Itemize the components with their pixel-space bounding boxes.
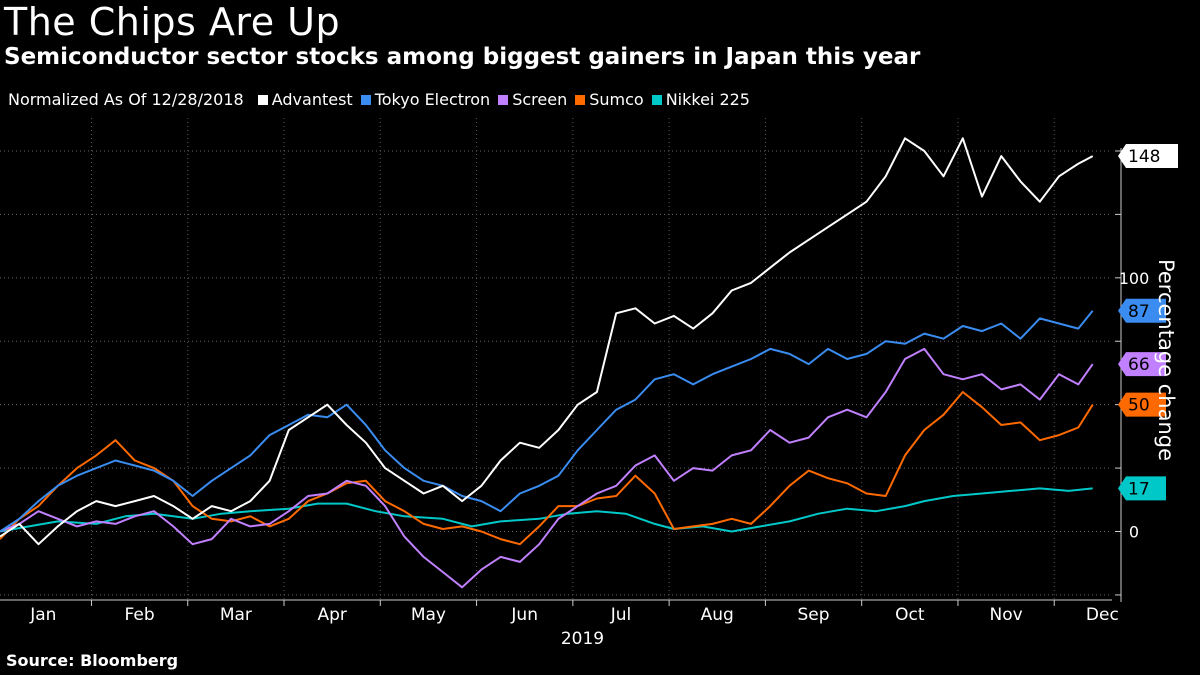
x-tick-label-mar: Mar — [220, 605, 252, 625]
x-tick-label-nov: Nov — [990, 605, 1023, 625]
legend-entry-tokyo-electron: Tokyo Electron — [360, 90, 491, 109]
legend-label-nikkei-225: Nikkei 225 — [665, 90, 750, 109]
legend-entry-advantest: Advantest — [257, 90, 353, 109]
last-value-label-advantest: 148 — [1128, 147, 1160, 167]
last-value-label-sumco: 50 — [1128, 396, 1150, 416]
x-tick-label-jun: Jun — [510, 605, 538, 625]
legend-label-advantest: Advantest — [271, 90, 353, 109]
series-line-sumco — [0, 391, 1094, 546]
y-axis-label: Percentage change — [1154, 258, 1178, 462]
x-tick-label-may: May — [411, 605, 446, 625]
x-tick-label-jan: Jan — [29, 605, 56, 625]
legend-label-screen: Screen — [512, 90, 568, 109]
legend-entry-nikkei-225: Nikkei 225 — [651, 90, 750, 109]
legend-entry-screen: Screen — [498, 90, 567, 109]
chart-subtitle: Semiconductor sector stocks among bigges… — [4, 44, 921, 70]
series-line-advantest — [0, 137, 1094, 546]
x-tick-label-oct: Oct — [895, 605, 925, 625]
series-line-screen — [0, 347, 1094, 589]
y-tick-label: 0 — [1129, 523, 1139, 542]
legend-swatch-nikkei-225 — [651, 94, 662, 105]
last-value-label-tokyo-electron: 87 — [1128, 302, 1150, 322]
series-line-nikkei-225 — [0, 487, 1093, 533]
last-value-label-screen: 66 — [1128, 355, 1150, 375]
legend-swatch-sumco — [575, 94, 586, 105]
x-axis-label: 2019 — [561, 629, 604, 649]
last-value-tag-tokyo-electron — [1118, 298, 1166, 323]
last-value-label-nikkei-225: 17 — [1128, 479, 1150, 499]
legend-swatch-advantest — [257, 94, 268, 105]
legend: Normalized As Of 12/28/2018 Advantest To… — [8, 90, 758, 109]
chart-title: The Chips Are Up — [4, 0, 341, 44]
last-value-tag-screen — [1118, 352, 1166, 377]
y-tick-label: 100 — [1119, 269, 1150, 288]
x-tick-label-apr: Apr — [317, 605, 346, 625]
last-value-tag-advantest — [1118, 144, 1178, 169]
x-tick-label-sep: Sep — [798, 605, 830, 625]
legend-label-tokyo-electron: Tokyo Electron — [374, 90, 491, 109]
legend-note: Normalized As Of 12/28/2018 — [8, 90, 244, 109]
legend-swatch-tokyo-electron — [360, 94, 371, 105]
x-tick-label-dec: Dec — [1086, 605, 1119, 625]
series-line-tokyo-electron — [0, 310, 1094, 533]
x-tick-label-jul: Jul — [610, 605, 632, 625]
last-value-tag-sumco — [1118, 392, 1166, 417]
x-tick-label-aug: Aug — [701, 605, 734, 625]
legend-entry-sumco: Sumco — [575, 90, 644, 109]
legend-swatch-screen — [498, 94, 509, 105]
x-tick-label-feb: Feb — [125, 605, 155, 625]
legend-label-sumco: Sumco — [589, 90, 644, 109]
source-note: Source: Bloomberg — [6, 651, 179, 670]
last-value-tag-nikkei-225 — [1118, 476, 1166, 501]
